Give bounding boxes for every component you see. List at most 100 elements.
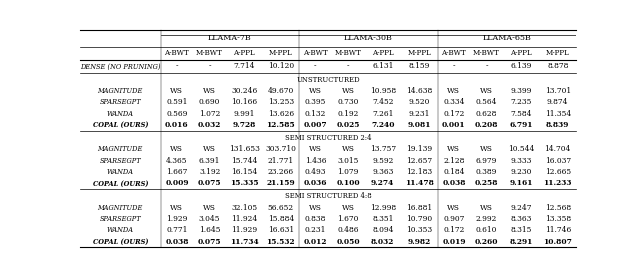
Text: 16.037: 16.037 [545,157,571,165]
Text: 9.520: 9.520 [408,99,430,106]
Text: 1.072: 1.072 [199,110,220,118]
Text: 9.399: 9.399 [511,87,532,95]
Text: 0.395: 0.395 [305,99,326,106]
Text: WS: WS [480,204,493,212]
Text: 10.790: 10.790 [406,215,432,223]
Text: 1.667: 1.667 [166,168,188,176]
Text: M-BWT: M-BWT [473,49,500,57]
Text: 14.638: 14.638 [406,87,433,95]
Text: WS: WS [342,87,355,95]
Text: 56.652: 56.652 [268,204,294,212]
Text: 0.038: 0.038 [442,179,466,187]
Text: 9.161: 9.161 [509,179,533,187]
Text: 3.015: 3.015 [337,157,359,165]
Text: 11.924: 11.924 [231,215,257,223]
Text: 12.998: 12.998 [370,204,396,212]
Text: 12.183: 12.183 [406,168,432,176]
Text: WS: WS [480,145,493,153]
Text: 0.690: 0.690 [199,99,220,106]
Text: 0.172: 0.172 [443,110,465,118]
Text: 21.159: 21.159 [266,179,295,187]
Text: 12.665: 12.665 [545,168,571,176]
Text: 9.230: 9.230 [511,168,532,176]
Text: 9.333: 9.333 [511,157,532,165]
Text: SPARSEGPT: SPARSEGPT [99,99,141,106]
Text: 32.105: 32.105 [231,204,257,212]
Text: 7.584: 7.584 [511,110,532,118]
Text: 9.728: 9.728 [232,121,256,129]
Text: 0.009: 0.009 [165,179,189,187]
Text: 11.233: 11.233 [543,179,572,187]
Text: 0.192: 0.192 [337,110,359,118]
Text: 0.838: 0.838 [305,215,326,223]
Text: WS: WS [203,204,216,212]
Text: 0.007: 0.007 [303,121,327,129]
Text: M-PPL: M-PPL [269,49,292,57]
Text: 1.670: 1.670 [337,215,359,223]
Text: WS: WS [447,145,460,153]
Text: -: - [209,62,211,70]
Text: A-PPL: A-PPL [511,49,532,57]
Text: 6.139: 6.139 [511,62,532,70]
Text: SPARSEGPT: SPARSEGPT [99,157,141,165]
Text: WS: WS [170,87,183,95]
Text: 0.208: 0.208 [475,121,499,129]
Text: A-PPL: A-PPL [372,49,394,57]
Text: 10.544: 10.544 [508,145,534,153]
Text: 3.045: 3.045 [199,215,220,223]
Text: 8.839: 8.839 [546,121,570,129]
Text: 0.907: 0.907 [443,215,465,223]
Text: 0.258: 0.258 [475,179,499,187]
Text: 14.704: 14.704 [545,145,571,153]
Text: 21.771: 21.771 [268,157,294,165]
Text: 0.012: 0.012 [303,238,327,246]
Text: 7.235: 7.235 [511,99,532,106]
Text: 30.246: 30.246 [231,87,257,95]
Text: 9.274: 9.274 [371,179,394,187]
Text: COPAL (OURS): COPAL (OURS) [93,238,148,246]
Text: 49.670: 49.670 [268,87,294,95]
Text: 9.247: 9.247 [511,204,532,212]
Text: COPAL (OURS): COPAL (OURS) [93,179,148,187]
Text: 0.771: 0.771 [166,226,188,234]
Text: 23.266: 23.266 [268,168,294,176]
Text: WS: WS [203,87,216,95]
Text: 12.657: 12.657 [406,157,432,165]
Text: 8.351: 8.351 [372,215,394,223]
Text: 0.591: 0.591 [166,99,188,106]
Text: 9.081: 9.081 [408,121,431,129]
Text: 0.100: 0.100 [336,179,360,187]
Text: WS: WS [447,204,460,212]
Text: SEMI STRUCTURED 2:4: SEMI STRUCTURED 2:4 [285,134,371,142]
Text: 2.128: 2.128 [443,157,465,165]
Text: 9.231: 9.231 [408,110,430,118]
Text: 6.391: 6.391 [199,157,220,165]
Text: WS: WS [342,204,355,212]
Text: WANDA: WANDA [107,110,134,118]
Text: 131.653: 131.653 [229,145,260,153]
Text: 11.734: 11.734 [230,238,259,246]
Text: 0.184: 0.184 [443,168,465,176]
Text: 0.628: 0.628 [476,110,497,118]
Text: 9.874: 9.874 [547,99,568,106]
Text: 16.631: 16.631 [268,226,294,234]
Text: SPARSEGPT: SPARSEGPT [99,215,141,223]
Text: 0.260: 0.260 [475,238,499,246]
Text: 9.363: 9.363 [372,168,394,176]
Text: -: - [314,62,317,70]
Text: WS: WS [170,204,183,212]
Text: A-BWT: A-BWT [164,49,189,57]
Text: 0.334: 0.334 [443,99,465,106]
Text: 15.532: 15.532 [266,238,295,246]
Text: 12.585: 12.585 [266,121,295,129]
Text: 1.436: 1.436 [305,157,326,165]
Text: WS: WS [309,87,322,95]
Text: SEMI STRUCTURED 4:8: SEMI STRUCTURED 4:8 [285,192,371,200]
Text: -: - [175,62,178,70]
Text: WS: WS [203,145,216,153]
Text: 13.757: 13.757 [370,145,396,153]
Text: MAGNITUDE: MAGNITUDE [97,204,143,212]
Text: A-PPL: A-PPL [234,49,255,57]
Text: 10.958: 10.958 [370,87,396,95]
Text: 15.335: 15.335 [230,179,259,187]
